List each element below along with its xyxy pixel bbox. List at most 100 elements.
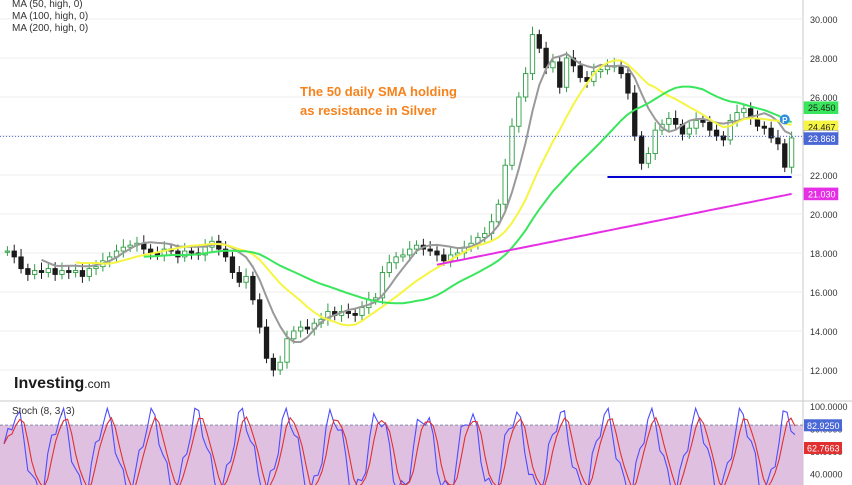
- candle-down: [427, 248, 433, 252]
- marker-label: P: [782, 116, 788, 125]
- stoch-value-label: 62.7663: [807, 444, 840, 454]
- candle-up: [284, 338, 290, 363]
- candle-up: [502, 164, 508, 205]
- candle-up: [400, 254, 406, 258]
- stoch-k-line: [3, 406, 796, 485]
- price-tag-label: 21.030: [808, 189, 836, 199]
- candle-up: [666, 117, 672, 125]
- candle-down: [536, 34, 542, 49]
- ma50-line: [75, 59, 792, 327]
- candle-up: [727, 119, 733, 141]
- legend-ma100: MA (100, high, 0): [12, 11, 88, 22]
- candle-down: [236, 272, 242, 283]
- candle-up: [359, 307, 365, 316]
- price-tick-label: 12.000: [810, 366, 838, 376]
- candle-up: [509, 125, 515, 166]
- candle-down: [38, 270, 45, 273]
- stoch-value-tag: [804, 442, 842, 455]
- candle-down: [250, 275, 256, 301]
- stoch-value-tag: [804, 419, 842, 432]
- candle-up: [482, 233, 488, 238]
- ma200-line: [436, 192, 792, 266]
- chart-annotation: The 50 daily SMA holding as resistance i…: [300, 84, 457, 118]
- candle-up: [734, 112, 740, 121]
- ma-legend: MA (50, high, 0) MA (100, high, 0) MA (2…: [12, 0, 88, 34]
- price-tick-label: 22.000: [810, 171, 838, 181]
- candle-up: [72, 270, 79, 273]
- price-tick-label: 14.000: [810, 327, 838, 337]
- candle-down: [638, 135, 645, 164]
- stoch-tick-label: 40.0000: [810, 470, 843, 480]
- candle-up: [686, 127, 692, 135]
- candle-down: [345, 311, 352, 314]
- annotation-line-1: The 50 daily SMA holding: [300, 84, 457, 99]
- candle-down: [25, 268, 31, 275]
- candle-up: [393, 256, 399, 264]
- candle-down: [270, 357, 276, 371]
- candle-down: [257, 299, 263, 328]
- candle-down: [222, 248, 229, 258]
- candle-up: [563, 57, 570, 88]
- legend-ma200: MA (200, high, 0): [12, 23, 88, 34]
- annotation-line-2: as resistance in Silver: [300, 103, 437, 118]
- candle-up: [277, 361, 283, 371]
- marker-badge: [779, 114, 790, 125]
- legend-ma50: MA (50, high, 0): [12, 0, 83, 10]
- candle-up: [523, 73, 529, 98]
- price-tick-label: 18.000: [810, 249, 838, 259]
- candle-down: [673, 117, 679, 125]
- candle-up: [291, 330, 297, 340]
- candle-down: [625, 73, 631, 94]
- candle-up: [645, 153, 652, 164]
- candle-up: [652, 129, 658, 154]
- candle-up: [788, 137, 795, 168]
- price-tag-label: 23.868: [808, 134, 836, 144]
- stochastic-pane: [0, 406, 803, 485]
- price-tick-label: 20.000: [810, 210, 838, 220]
- stoch-tick-label: 100.0000: [810, 402, 848, 412]
- candle-down: [557, 61, 563, 88]
- candle-up: [693, 119, 699, 129]
- candle-down: [782, 143, 788, 168]
- candle-up: [379, 272, 386, 299]
- candle-up: [120, 246, 126, 252]
- candle-down: [188, 250, 195, 254]
- candle-up: [407, 248, 413, 256]
- candle-up: [495, 203, 502, 223]
- price-tag: [803, 132, 839, 145]
- stoch-label: Stoch (8, 3, 3): [12, 406, 75, 417]
- candle-down: [304, 326, 311, 330]
- candle-down: [775, 137, 781, 145]
- candle-up: [4, 250, 11, 253]
- price-tick-label: 30.000: [810, 15, 838, 25]
- candle-up: [93, 266, 99, 270]
- stochastic-axis: 40.000060.000080.0000100.000082.925062.7…: [804, 402, 848, 480]
- candle-down: [352, 313, 358, 316]
- candle-up: [516, 96, 522, 127]
- candle-down: [700, 119, 706, 123]
- price-tick-label: 16.000: [810, 288, 838, 298]
- stoch-value-label: 82.9250: [807, 421, 840, 431]
- candle-up: [386, 262, 392, 273]
- candle-down: [434, 250, 440, 256]
- candle-down: [713, 129, 720, 137]
- candle-down: [18, 256, 24, 270]
- svg-text:Investing.com: Investing.com: [14, 375, 110, 392]
- candle-down: [632, 92, 638, 137]
- candle-down: [229, 256, 236, 273]
- price-tick-label: 28.000: [810, 54, 838, 64]
- short-ma-line: [41, 52, 793, 343]
- candle-down: [263, 326, 270, 359]
- candle-up: [297, 326, 304, 332]
- candle-down: [441, 254, 447, 262]
- candle-down: [768, 127, 774, 139]
- candle-down: [577, 65, 583, 78]
- candle-up: [86, 268, 92, 277]
- candle-up: [45, 268, 51, 273]
- investing-logo: Investing.com: [14, 375, 110, 392]
- candle-up: [741, 108, 747, 114]
- candle-down: [79, 270, 86, 277]
